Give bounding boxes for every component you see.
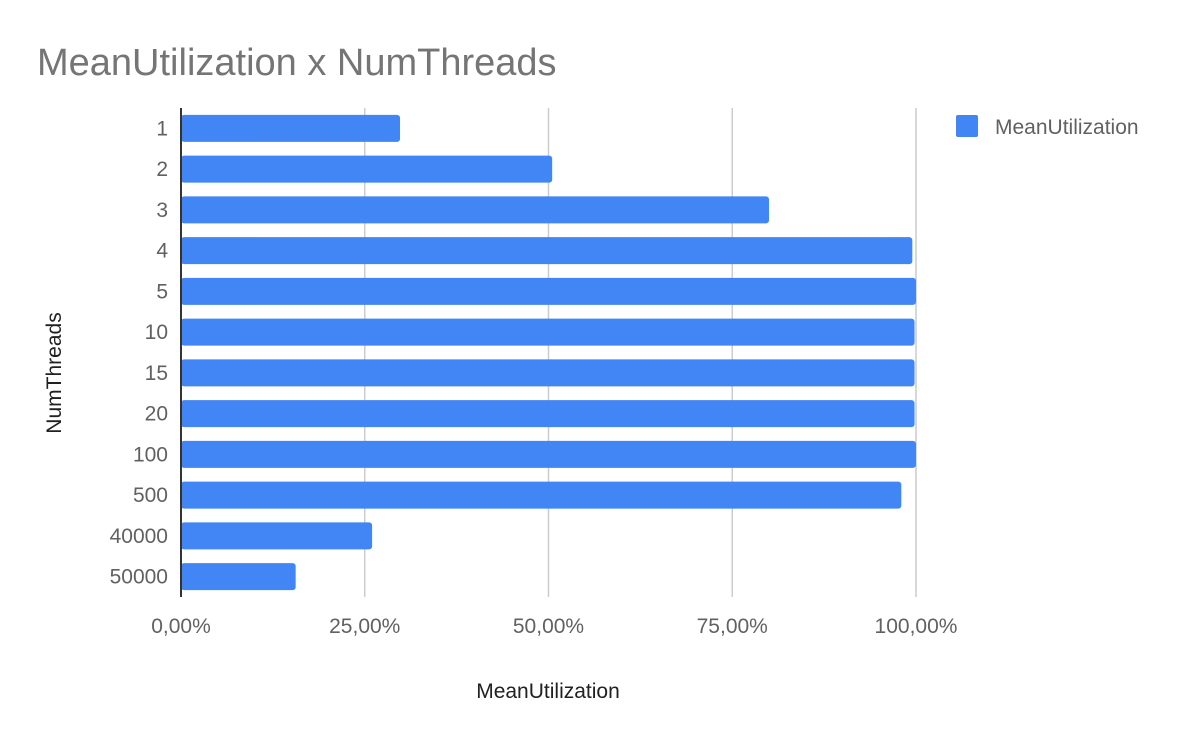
bar xyxy=(181,359,915,387)
x-axis-title: MeanUtilization xyxy=(476,680,620,703)
y-tick-label: 15 xyxy=(145,362,168,385)
bar xyxy=(181,563,296,591)
y-tick-label: 10 xyxy=(145,321,168,344)
x-tick-label: 50,00% xyxy=(513,615,584,638)
bar xyxy=(181,114,401,142)
x-tick-label: 0,00% xyxy=(151,615,211,638)
gridlines xyxy=(364,108,917,597)
bar xyxy=(181,237,913,265)
legend: MeanUtilization xyxy=(956,115,1139,139)
x-tick-label: 75,00% xyxy=(697,615,768,638)
x-tick-label: 100,00% xyxy=(875,615,958,638)
y-tick-label: 40000 xyxy=(110,525,168,548)
bar xyxy=(181,400,915,428)
y-tick-label: 100 xyxy=(133,443,168,466)
y-tick-label: 500 xyxy=(133,484,168,507)
bar xyxy=(181,481,902,509)
chart-title: MeanUtilization x NumThreads xyxy=(37,42,557,84)
bar xyxy=(181,196,769,224)
y-tick-label: 3 xyxy=(156,199,168,222)
y-tick-label: 1 xyxy=(156,117,168,140)
y-tick-labels: 1 2 3 4 5 10 15 20 100 500 40000 50000 xyxy=(110,117,169,588)
x-tick-labels: 0,00% 25,00% 50,00% 75,00% 100,00% xyxy=(151,615,957,638)
bar xyxy=(181,277,916,305)
y-tick-label: 5 xyxy=(156,280,168,303)
legend-label: MeanUtilization xyxy=(995,116,1139,139)
bar xyxy=(181,522,373,550)
y-tick-label: 50000 xyxy=(110,566,168,589)
x-tick-label: 25,00% xyxy=(329,615,400,638)
y-tick-label: 20 xyxy=(145,403,168,426)
legend-swatch xyxy=(956,115,978,137)
y-axis-title: NumThreads xyxy=(43,312,66,433)
y-tick-label: 2 xyxy=(156,158,168,181)
bar xyxy=(181,318,915,346)
bars xyxy=(181,114,916,591)
bar xyxy=(181,440,916,468)
y-tick-label: 4 xyxy=(156,240,168,263)
bar xyxy=(181,155,553,183)
